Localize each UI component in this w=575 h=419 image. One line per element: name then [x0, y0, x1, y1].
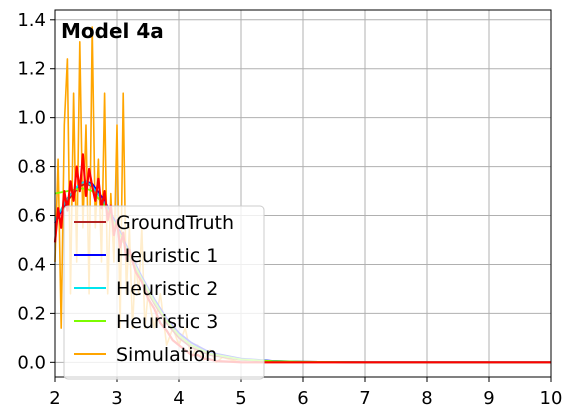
- legend-label: Heuristic 2: [116, 278, 218, 300]
- x-tick-label: 7: [359, 388, 370, 409]
- y-tick-label: 0.8: [17, 157, 46, 178]
- x-tick-label: 5: [235, 388, 246, 409]
- legend-label: Heuristic 1: [116, 245, 218, 267]
- y-axis: 0.0 0.2 0.4 0.6 0.8 1.0 1.2 1.4: [17, 10, 55, 373]
- x-tick-label: 6: [297, 388, 308, 409]
- panel-title: Model 4a: [61, 19, 164, 43]
- x-axis: 2 3 4 5 6 7 8 9 10: [49, 377, 562, 409]
- y-tick-label: 0.6: [17, 206, 46, 227]
- y-tick-label: 0.0: [17, 352, 46, 373]
- x-tick-label: 9: [483, 388, 494, 409]
- y-tick-label: 0.4: [17, 254, 46, 275]
- y-tick-label: 1.4: [17, 10, 46, 31]
- x-tick-label: 3: [111, 388, 122, 409]
- legend-label: Simulation: [116, 344, 217, 366]
- y-tick-label: 1.2: [17, 59, 46, 80]
- x-tick-label: 4: [173, 388, 184, 409]
- y-tick-label: 0.2: [17, 303, 46, 324]
- x-tick-label: 2: [49, 388, 60, 409]
- legend: GroundTruth Heuristic 1 Heuristic 2 Heurist…: [63, 205, 265, 380]
- legend-label: Heuristic 3: [116, 311, 218, 333]
- x-tick-label: 10: [540, 388, 563, 409]
- x-tick-label: 8: [421, 388, 432, 409]
- y-tick-label: 1.0: [17, 108, 46, 129]
- legend-label: GroundTruth: [116, 212, 234, 234]
- legend-box: [63, 205, 265, 380]
